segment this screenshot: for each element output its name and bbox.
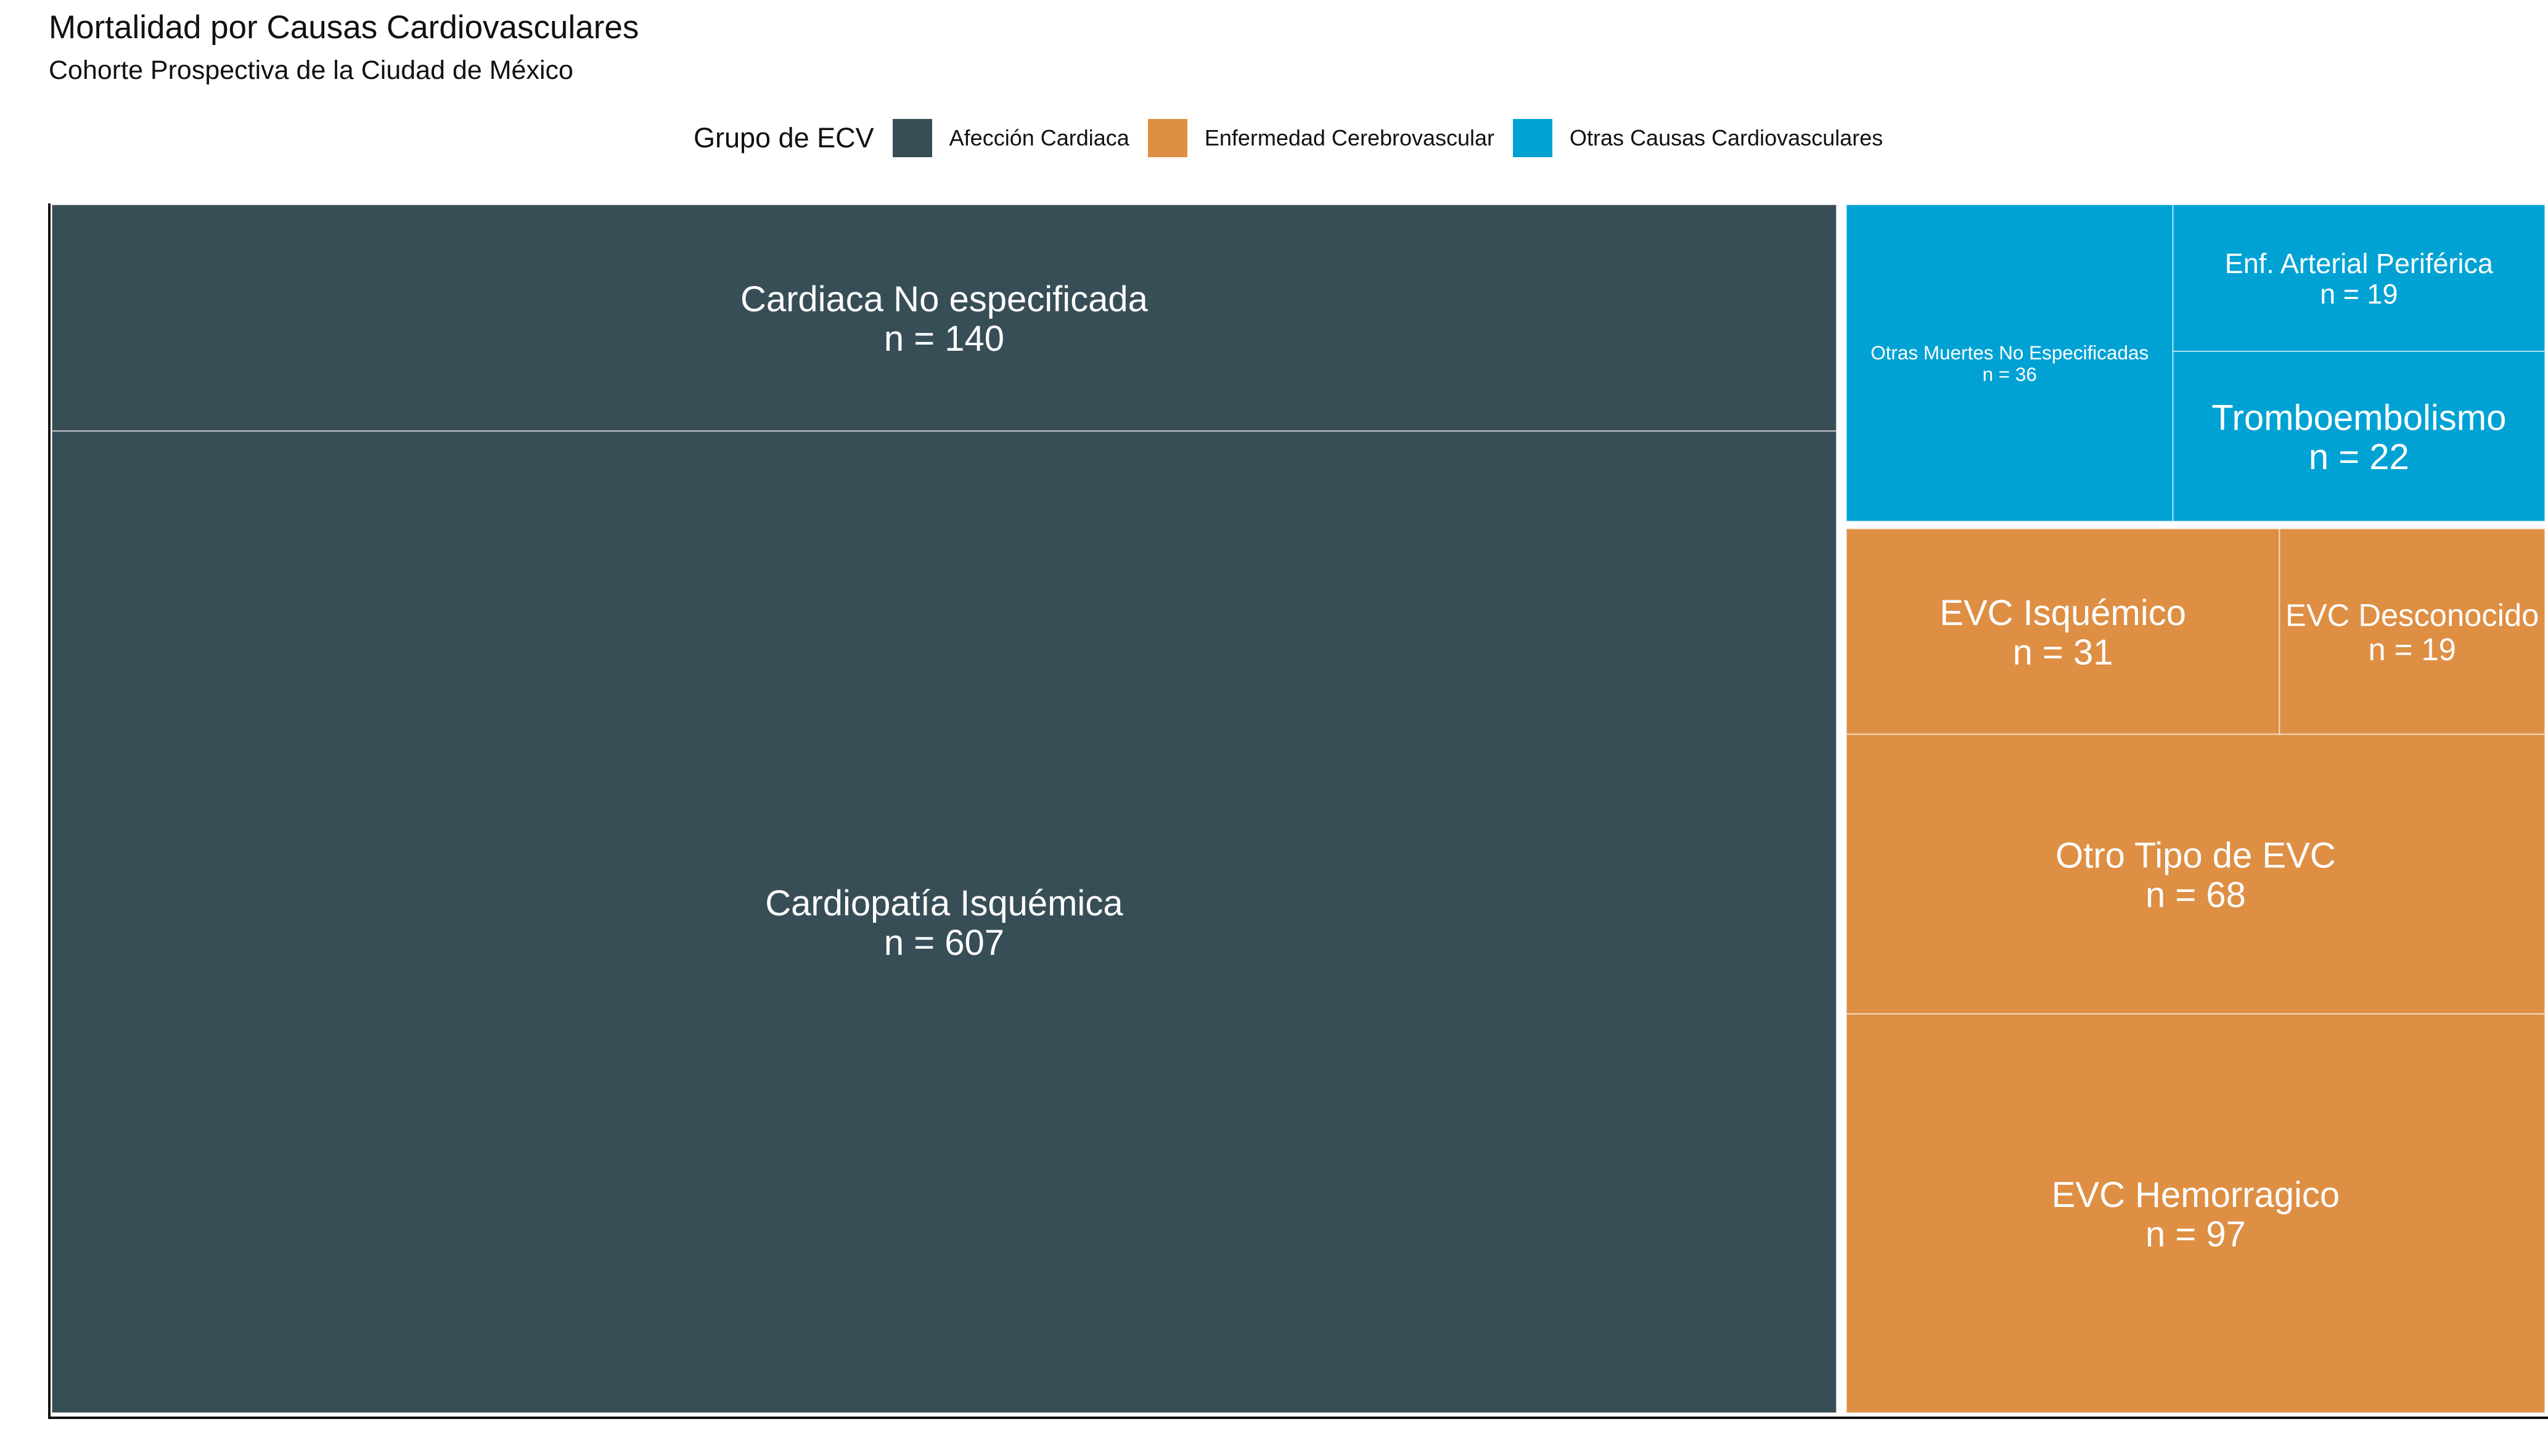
treemap-cell-otras-muertes-no-especificadas (1845, 204, 2174, 522)
legend-item-afeccion-cardiaca: Afección Cardiaca (892, 119, 1129, 157)
cell-name-label: Cardiaca No especificada (740, 279, 1149, 319)
cell-name-label: Tromboembolismo (2211, 398, 2506, 438)
cell-name-label: EVC Isquémico (1940, 593, 2186, 633)
legend-title: Grupo de ECV (694, 122, 874, 153)
treemap-cell-otro-tipo-de-evc (1845, 734, 2546, 1015)
legend-swatch (1513, 119, 1553, 157)
legend-label: Otras Causas Cardiovasculares (1570, 125, 1883, 150)
cell-name-label: Cardiopatía Isquémica (765, 883, 1123, 923)
cell-count-label: n = 19 (2369, 632, 2456, 667)
legend: Grupo de ECV Afección Cardiaca Enfermeda… (694, 118, 1901, 158)
cell-count-label: n = 607 (884, 923, 1004, 963)
chart-title: Mortalidad por Causas Cardiovasculares (49, 9, 639, 46)
cell-count-label: n = 22 (2309, 437, 2409, 477)
legend-item-otras-causas: Otras Causas Cardiovasculares (1513, 119, 1883, 157)
treemap-cell-enf-arterial-periferica (2172, 204, 2546, 353)
cell-name-label: EVC Hemorragico (2052, 1175, 2340, 1215)
treemap-cell-tromboembolismo (2172, 351, 2546, 522)
legend-label: Afección Cardiaca (949, 125, 1129, 150)
cell-name-label: EVC Desconocido (2285, 597, 2539, 632)
cell-count-label: n = 140 (884, 319, 1004, 359)
cell-name-label: Otras Muertes No Especificadas (1870, 342, 2149, 364)
treemap-cell-evc-desconocido (2279, 528, 2546, 735)
legend-swatch (1147, 119, 1187, 157)
treemap-cell-cardiaca-no-especificada (51, 204, 1837, 432)
cell-count-label: n = 36 (1983, 364, 2037, 385)
legend-item-enfermedad-cerebrovascular: Enfermedad Cerebrovascular (1147, 119, 1495, 157)
treemap-cell-evc-hemorragico (1845, 1013, 2546, 1413)
cell-count-label: n = 97 (2145, 1214, 2246, 1254)
cell-name-label: Enf. Arterial Periférica (2225, 248, 2494, 279)
legend-swatch (892, 119, 932, 157)
cell-name-label: Otro Tipo de EVC (2055, 836, 2336, 876)
legend-label: Enfermedad Cerebrovascular (1204, 125, 1495, 150)
chart-subtitle: Cohorte Prospectiva de la Ciudad de Méxi… (49, 55, 573, 85)
treemap-cell-cardiopatia-isquemica (51, 430, 1837, 1413)
cell-count-label: n = 31 (2013, 632, 2113, 673)
cell-count-label: n = 68 (2145, 875, 2246, 915)
cell-count-label: n = 19 (2320, 278, 2398, 309)
treemap-cell-evc-isquemico (1845, 528, 2280, 735)
